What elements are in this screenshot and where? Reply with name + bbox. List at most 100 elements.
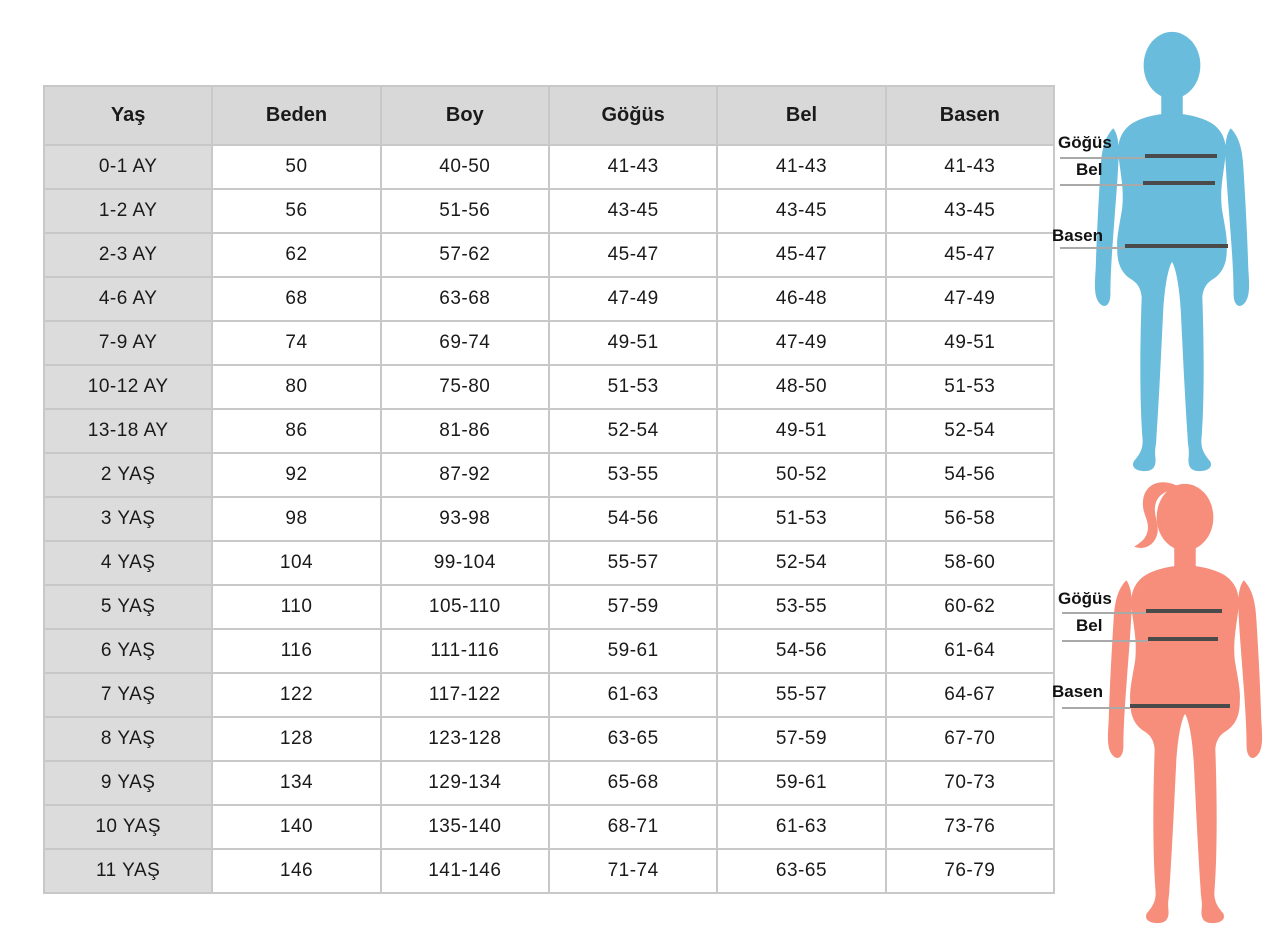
value-cell: 68-71 xyxy=(547,804,719,850)
value-cell: 128 xyxy=(211,716,382,762)
value-cell: 68 xyxy=(211,276,382,322)
value-cell: 52-54 xyxy=(547,408,719,454)
column-header: Yaş xyxy=(42,85,214,146)
value-cell: 50 xyxy=(211,144,382,190)
value-cell: 45-47 xyxy=(547,232,719,278)
baby-hip-line-thin xyxy=(1060,247,1125,249)
value-cell: 48-50 xyxy=(716,364,887,410)
baby-hip-line xyxy=(1125,244,1228,248)
size-row: 7 YAŞ 122 117-122 61-63 55-57 64-67 xyxy=(42,672,1056,718)
value-cell: 51-53 xyxy=(884,364,1056,410)
girl-hip-label: Basen xyxy=(1052,682,1104,701)
size-row: 7-9 AY 74 69-74 49-51 47-49 49-51 xyxy=(42,320,1056,366)
girl-figure xyxy=(1097,478,1273,935)
size-row: 4 YAŞ 104 99-104 55-57 52-54 58-60 xyxy=(42,540,1056,586)
value-cell: 86 xyxy=(211,408,382,454)
value-cell: 123-128 xyxy=(379,716,550,762)
value-cell: 122 xyxy=(211,672,382,718)
value-cell: 134 xyxy=(211,760,382,806)
size-row: 11 YAŞ 146 141-146 71-74 63-65 76-79 xyxy=(42,848,1056,894)
age-cell: 13-18 AY xyxy=(42,408,214,454)
age-cell: 2 YAŞ xyxy=(42,452,214,498)
value-cell: 71-74 xyxy=(547,848,719,894)
value-cell: 146 xyxy=(211,848,382,894)
value-cell: 61-63 xyxy=(716,804,887,850)
value-cell: 92 xyxy=(211,452,382,498)
age-cell: 6 YAŞ xyxy=(42,628,214,674)
value-cell: 56 xyxy=(211,188,382,234)
value-cell: 52-54 xyxy=(716,540,887,586)
baby-hip-label: Basen xyxy=(1052,226,1104,245)
size-row: 8 YAŞ 128 123-128 63-65 57-59 67-70 xyxy=(42,716,1056,762)
girl-hip-line xyxy=(1130,704,1230,708)
baby-waist-line xyxy=(1143,181,1215,185)
value-cell: 57-59 xyxy=(547,584,719,630)
value-cell: 59-61 xyxy=(716,760,887,806)
baby-silhouette-icon xyxy=(1094,31,1250,472)
value-cell: 41-43 xyxy=(884,144,1056,190)
value-cell: 61-64 xyxy=(884,628,1056,674)
value-cell: 110 xyxy=(211,584,382,630)
baby-figure xyxy=(1084,26,1260,483)
value-cell: 60-62 xyxy=(884,584,1056,630)
size-row: 2 YAŞ 92 87-92 53-55 50-52 54-56 xyxy=(42,452,1056,498)
value-cell: 63-68 xyxy=(379,276,550,322)
value-cell: 57-62 xyxy=(379,232,550,278)
age-cell: 10-12 AY xyxy=(42,364,214,410)
age-cell: 9 YAŞ xyxy=(42,760,214,806)
size-row: 9 YAŞ 134 129-134 65-68 59-61 70-73 xyxy=(42,760,1056,806)
age-cell: 3 YAŞ xyxy=(42,496,214,542)
value-cell: 51-53 xyxy=(547,364,719,410)
age-cell: 1-2 AY xyxy=(42,188,214,234)
value-cell: 65-68 xyxy=(547,760,719,806)
girl-silhouette-icon xyxy=(1107,482,1263,924)
value-cell: 74 xyxy=(211,320,382,366)
value-cell: 53-55 xyxy=(716,584,887,630)
girl-chest-label: Göğüs xyxy=(1058,589,1112,608)
value-cell: 104 xyxy=(211,540,382,586)
age-cell: 8 YAŞ xyxy=(42,716,214,762)
value-cell: 61-63 xyxy=(547,672,719,718)
value-cell: 53-55 xyxy=(547,452,719,498)
age-cell: 11 YAŞ xyxy=(42,848,214,894)
value-cell: 117-122 xyxy=(379,672,550,718)
value-cell: 116 xyxy=(211,628,382,674)
age-cell: 2-3 AY xyxy=(42,232,214,278)
size-row: 5 YAŞ 110 105-110 57-59 53-55 60-62 xyxy=(42,584,1056,630)
size-table-header-row: Yaş Beden Boy Göğüs Bel Basen xyxy=(42,85,1056,146)
value-cell: 87-92 xyxy=(379,452,550,498)
value-cell: 51-56 xyxy=(379,188,550,234)
size-row: 4-6 AY 68 63-68 47-49 46-48 47-49 xyxy=(42,276,1056,322)
value-cell: 141-146 xyxy=(379,848,550,894)
size-row: 6 YAŞ 116 111-116 59-61 54-56 61-64 xyxy=(42,628,1056,674)
baby-waist-line-thin xyxy=(1060,184,1143,186)
value-cell: 73-76 xyxy=(884,804,1056,850)
baby-chest-label: Göğüs xyxy=(1058,133,1112,152)
value-cell: 59-61 xyxy=(547,628,719,674)
value-cell: 54-56 xyxy=(547,496,719,542)
size-row: 13-18 AY 86 81-86 52-54 49-51 52-54 xyxy=(42,408,1056,454)
value-cell: 54-56 xyxy=(716,628,887,674)
girl-waist-line xyxy=(1148,637,1218,641)
value-cell: 47-49 xyxy=(716,320,887,366)
value-cell: 63-65 xyxy=(716,848,887,894)
value-cell: 45-47 xyxy=(716,232,887,278)
age-cell: 4 YAŞ xyxy=(42,540,214,586)
value-cell: 105-110 xyxy=(379,584,550,630)
column-header: Göğüs xyxy=(547,85,719,146)
value-cell: 140 xyxy=(211,804,382,850)
value-cell: 70-73 xyxy=(884,760,1056,806)
value-cell: 111-116 xyxy=(379,628,550,674)
value-cell: 47-49 xyxy=(884,276,1056,322)
value-cell: 57-59 xyxy=(716,716,887,762)
value-cell: 54-56 xyxy=(884,452,1056,498)
girl-hip-line-thin xyxy=(1062,707,1130,709)
value-cell: 67-70 xyxy=(884,716,1056,762)
size-row: 3 YAŞ 98 93-98 54-56 51-53 56-58 xyxy=(42,496,1056,542)
value-cell: 49-51 xyxy=(716,408,887,454)
column-header: Bel xyxy=(716,85,887,146)
value-cell: 80 xyxy=(211,364,382,410)
value-cell: 56-58 xyxy=(884,496,1056,542)
value-cell: 47-49 xyxy=(547,276,719,322)
